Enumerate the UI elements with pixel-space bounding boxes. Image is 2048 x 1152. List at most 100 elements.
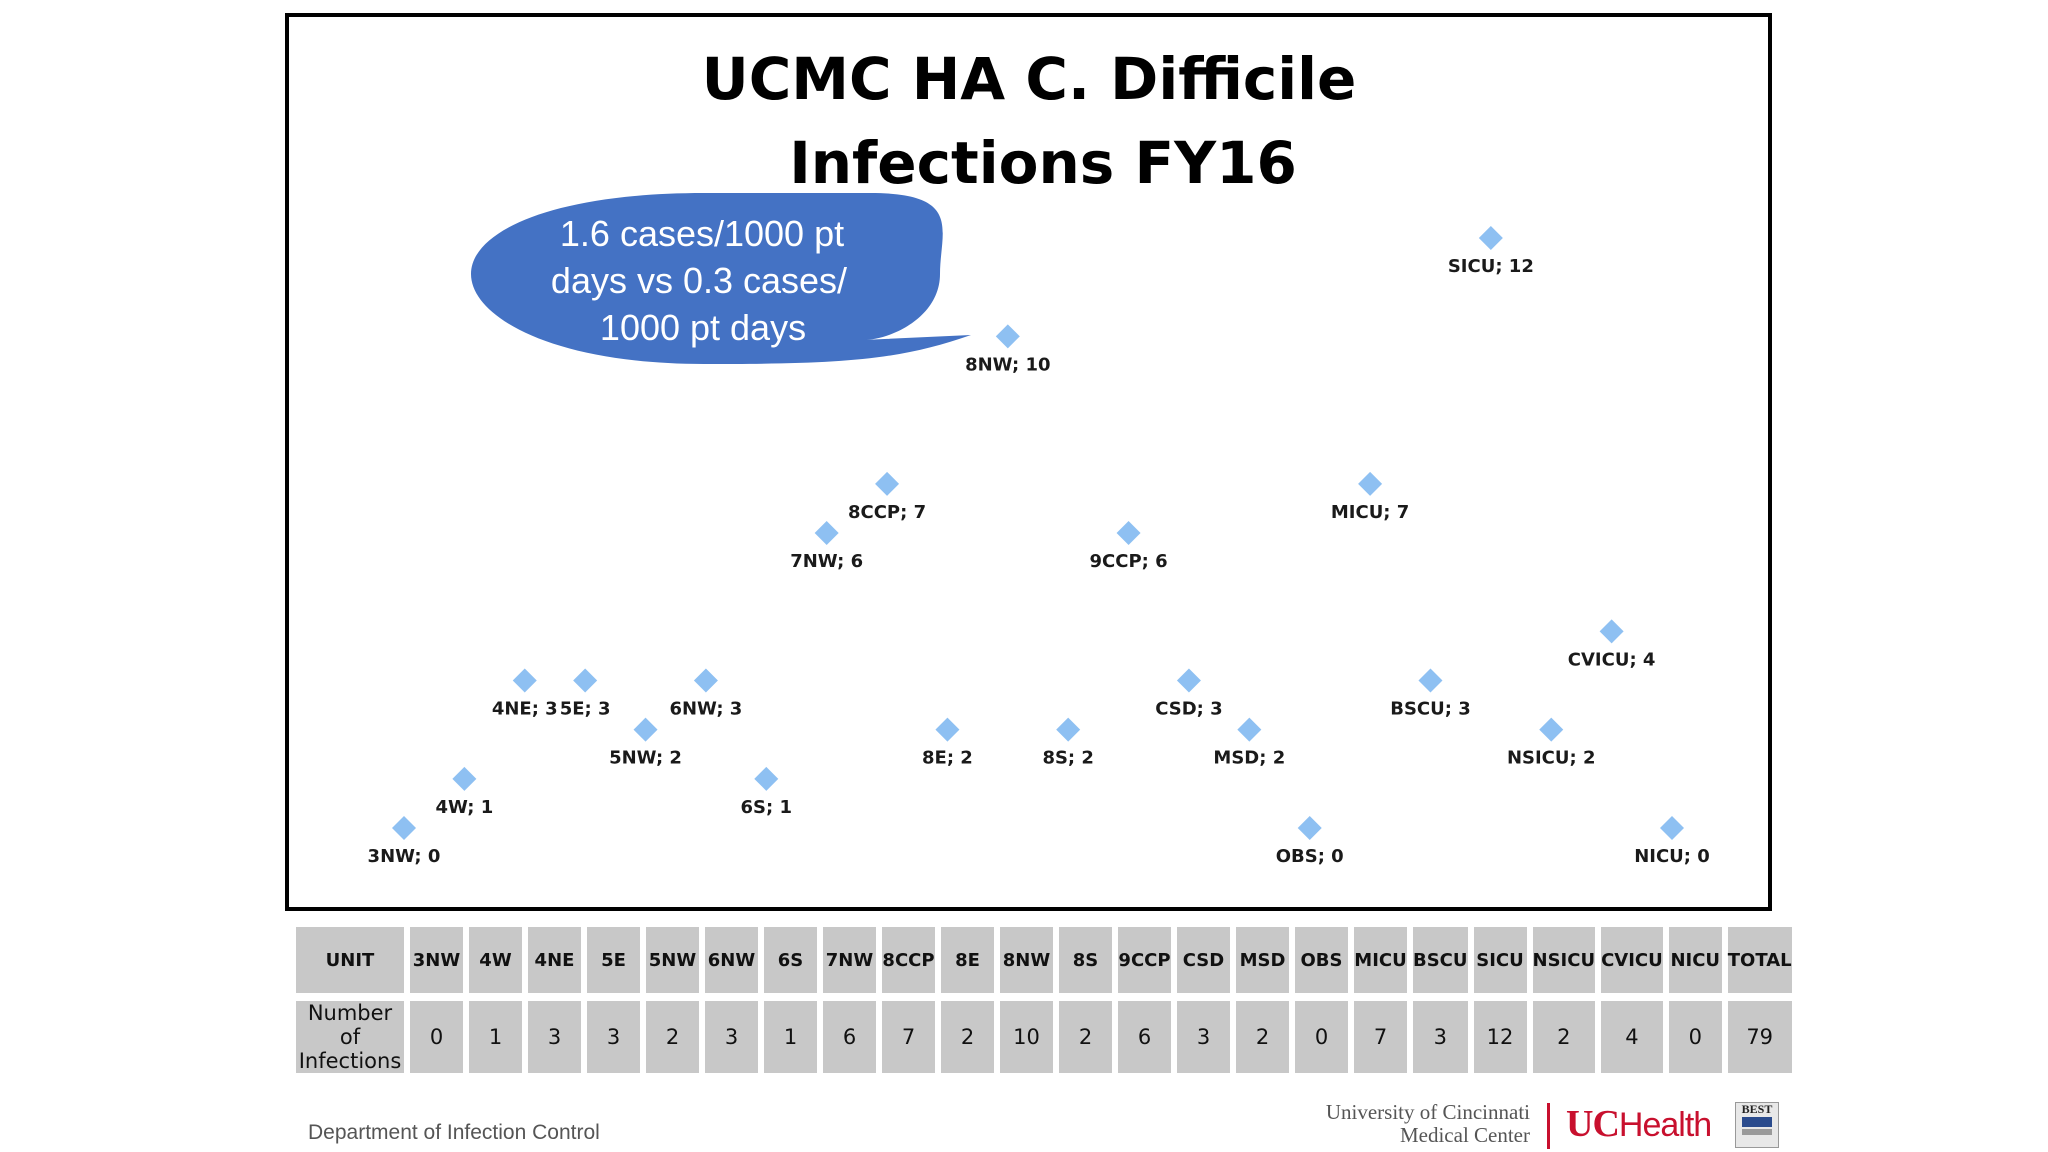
data-label-nsicu: NSICU; 2 [1507,748,1596,769]
table-unit-micu: MICU [1354,927,1407,1001]
table-unit-obs: OBS [1295,927,1348,1001]
data-label-5e: 5E; 3 [560,699,611,720]
table-value-6nw: 3 [705,1001,758,1073]
table-unit-cvicu: CVICU [1601,927,1663,1001]
callout-text-line-1: 1.6 cases/1000 pt [560,213,844,254]
data-point-8s [1056,717,1081,742]
uc-health-logo: UCHealth [1566,1102,1712,1146]
data-label-3nw: 3NW; 0 [368,846,441,867]
data-marks: 3NW; 0 4W; 1 4NE; 3 5E; 3 5NW; 2 6NW; 3 6S; 1 7… [368,226,1710,867]
data-label-csd: CSD; 3 [1155,699,1222,720]
table-value-3nw: 0 [410,1001,463,1073]
data-label-6nw: 6NW; 3 [669,699,742,720]
table-value-sicu: 12 [1473,1001,1527,1073]
health-logo-text: Health [1618,1106,1712,1144]
table-unit-5e: 5E [587,927,640,1001]
data-label-7nw: 7NW; 6 [790,551,863,572]
badge-ribbon-2 [1742,1129,1772,1135]
best-hospitals-badge-icon: BEST [1735,1102,1779,1148]
data-label-9ccp: 9CCP; 6 [1090,551,1168,572]
data-label-6s: 6S; 1 [741,797,792,818]
table-unit-5nw: 5NW [646,927,699,1001]
data-point-4w [452,766,477,791]
table-unit-3nw: 3NW [410,927,463,1001]
table-unit-6s: 6S [764,927,817,1001]
table-value-8nw: 10 [1000,1001,1053,1073]
callout-text-line-3: 1000 pt days [600,307,806,348]
university-name-line-2: Medical Center [1399,1123,1530,1147]
data-point-8nw [995,324,1020,349]
table-value-cvicu: 4 [1601,1001,1663,1073]
data-point-5e [573,668,598,693]
table-value-9ccp: 6 [1118,1001,1171,1073]
university-logo-text: University of Cincinnati Medical Center [1290,1101,1530,1147]
data-point-csd [1176,668,1201,693]
data-point-7nw [814,521,839,545]
table-unit-8e: 8E [941,927,994,1001]
chart-frame: UCMC HA C. Difficile Infections FY16 3NW… [285,13,1772,911]
table-value-csd: 3 [1177,1001,1230,1073]
table-value-8s: 2 [1059,1001,1112,1073]
table-unit-9ccp: 9CCP [1118,927,1171,1001]
data-point-5nw [633,717,658,742]
data-point-6nw [693,668,718,693]
table-unit-8nw: 8NW [1000,927,1053,1001]
table-value-5e: 3 [587,1001,640,1073]
table-unit-csd: CSD [1177,927,1230,1001]
table-unit-total: TOTAL [1727,927,1792,1001]
data-label-5nw: 5NW; 2 [609,748,682,769]
data-label-micu: MICU; 7 [1331,502,1409,523]
data-label-4ne: 4NE; 3 [492,699,558,720]
data-label-sicu: SICU; 12 [1448,256,1534,277]
callout-text-line-2: days vs 0.3 cases/ [551,260,847,301]
table-value-total: 79 [1727,1001,1792,1073]
table-value-5nw: 2 [646,1001,699,1073]
table-value-4w: 1 [469,1001,522,1073]
table-value-bscu: 3 [1413,1001,1468,1073]
infection-table: UNIT 3NW 4W 4NE 5E 5NW 6NW 6S 7NW 8CCP 8E 8NW 8S 9CC… [290,927,1798,1073]
data-point-msd [1237,717,1262,742]
table-value-nsicu: 2 [1532,1001,1596,1073]
data-point-nicu [1660,816,1684,840]
table-header-row: UNIT 3NW 4W 4NE 5E 5NW 6NW 6S 7NW 8CCP 8E 8NW 8S 9CC… [296,927,1792,1001]
data-point-nsicu [1539,717,1564,742]
department-footer: Department of Infection Control [308,1121,600,1144]
uc-logo-icon: UC [1566,1103,1620,1145]
table-unit-8ccp: 8CCP [882,927,935,1001]
table-value-8ccp: 7 [882,1001,935,1073]
data-point-bscu [1418,668,1443,693]
table-value-4ne: 3 [528,1001,581,1073]
table-unit-8s: 8S [1059,927,1112,1001]
table-value-6s: 1 [764,1001,817,1073]
table-unit-6nw: 6NW [705,927,758,1001]
data-point-8ccp [875,471,900,496]
data-label-8s: 8S; 2 [1042,748,1093,769]
table-unit-bscu: BSCU [1413,927,1468,1001]
table-value-7nw: 6 [823,1001,876,1073]
chart-svg: UCMC HA C. Difficile Infections FY16 3NW… [368,45,1710,867]
table-value-obs: 0 [1295,1001,1348,1073]
table-value-8e: 2 [941,1001,994,1073]
data-point-8e [935,717,960,742]
data-label-msd: MSD; 2 [1213,748,1285,769]
data-label-nicu: NICU; 0 [1634,846,1710,867]
chart-title-line-2: Infections FY16 [789,129,1297,197]
data-label-8nw: 8NW; 10 [965,354,1050,375]
table-unit-4w: 4W [469,927,522,1001]
data-label-obs: OBS; 0 [1276,846,1344,867]
badge-text: BEST [1741,1102,1773,1116]
data-label-bscu: BSCU; 3 [1390,699,1471,720]
callout-bubble [471,193,971,364]
table-value-micu: 7 [1354,1001,1407,1073]
table-unit-msd: MSD [1236,927,1289,1001]
data-label-cvicu: CVICU; 4 [1568,649,1656,670]
data-point-6s [754,766,779,791]
data-point-3nw [392,816,416,840]
data-point-9ccp [1116,521,1141,545]
annotation-callout: 1.6 cases/1000 pt days vs 0.3 cases/ 100… [471,193,971,364]
logo-divider [1547,1103,1550,1149]
table-unit-7nw: 7NW [823,927,876,1001]
data-point-obs [1297,816,1322,840]
badge-ribbon [1742,1117,1772,1127]
table-unit-4ne: 4NE [528,927,581,1001]
